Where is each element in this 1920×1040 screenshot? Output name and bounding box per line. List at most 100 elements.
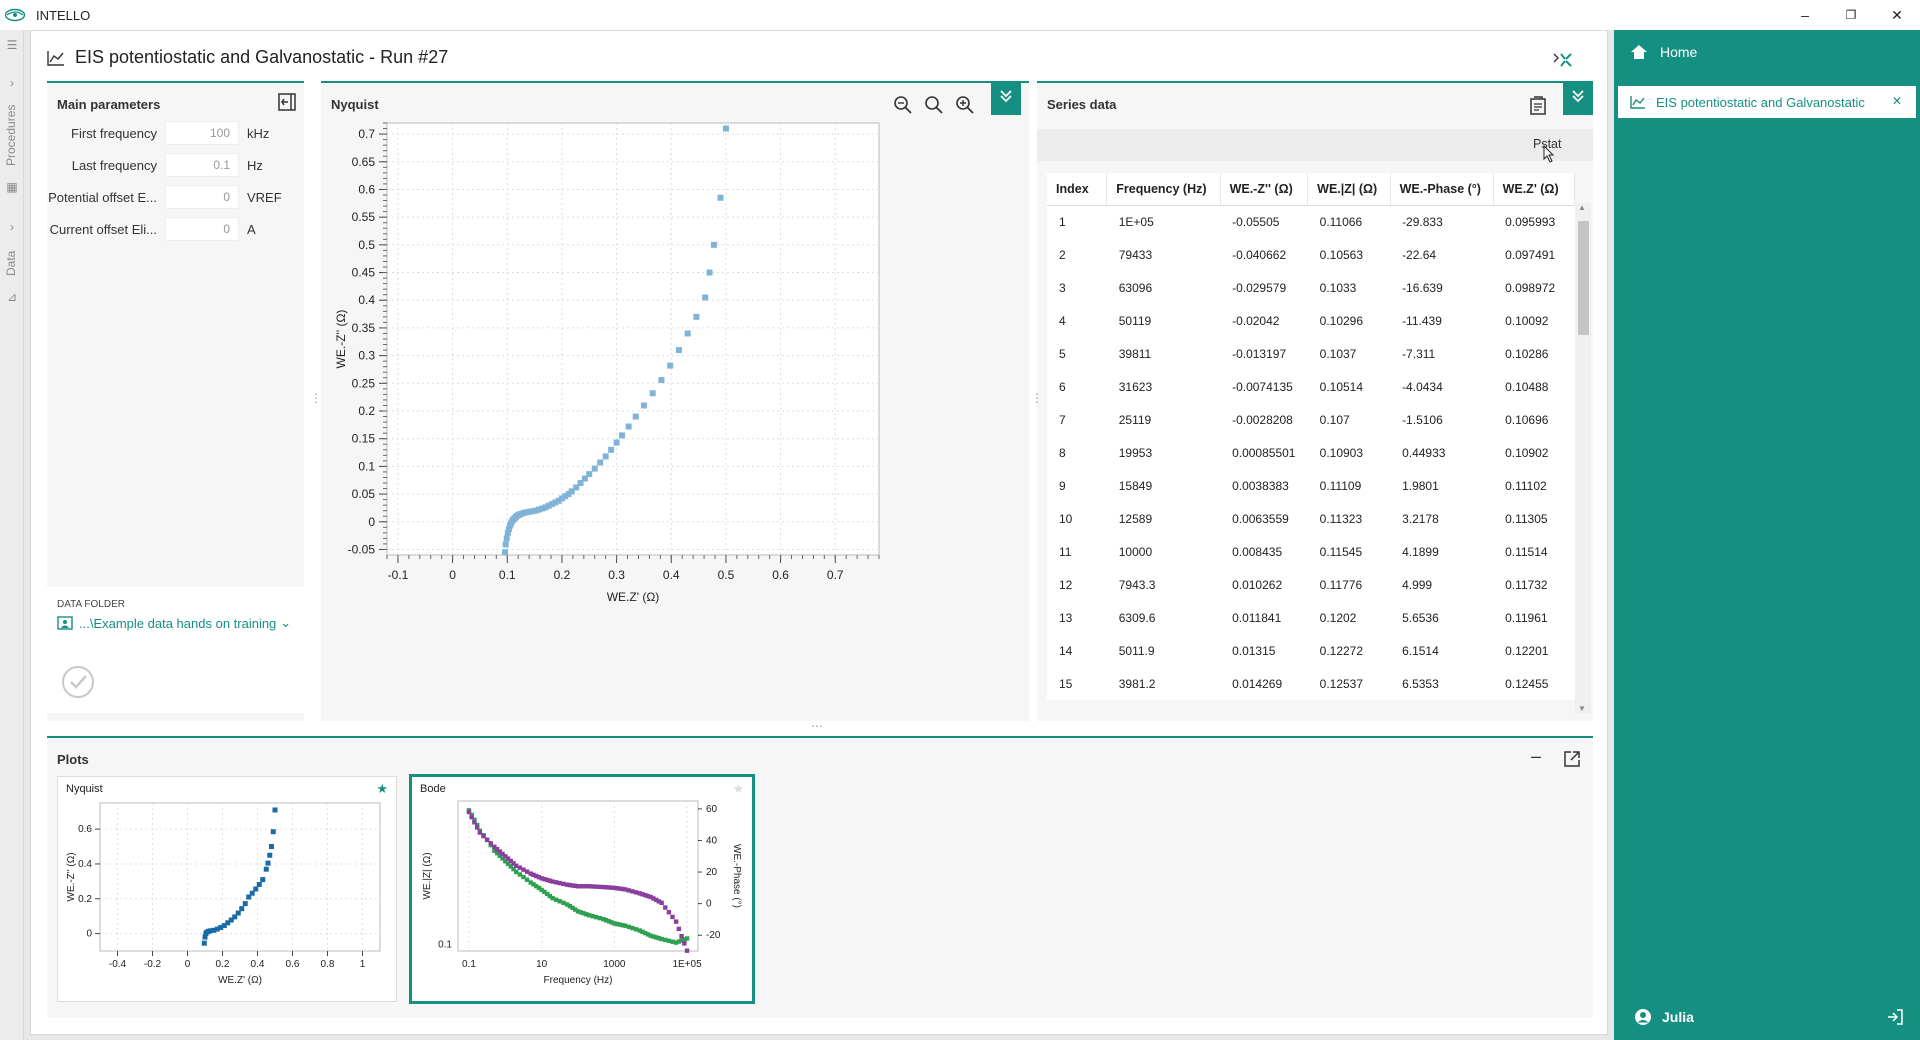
potential-offset-field[interactable]: 0 <box>165 185 239 209</box>
phase-point <box>643 892 648 898</box>
data-point <box>502 549 509 556</box>
table-row[interactable]: 9 15849 0.0038383 0.11109 1.9801 0.11102 <box>1047 469 1575 502</box>
user-profile[interactable]: Julia <box>1634 1008 1694 1026</box>
data-point <box>253 886 259 892</box>
table-cell: 0.1202 <box>1319 610 1357 625</box>
data-point <box>684 330 691 337</box>
table-row[interactable]: 10 12589 0.0063559 0.11323 3.2178 0.11305 <box>1047 502 1575 535</box>
param-row-first-frequency: First frequency 100 kHz <box>47 121 297 145</box>
table-row[interactable]: 5 39811 -0.013197 0.1037 -7.311 0.10286 <box>1047 337 1575 370</box>
hamburger-menu-icon[interactable]: ☰ <box>6 38 18 52</box>
data-folder-selector[interactable]: ...\Example data hands on training ⌄ <box>57 615 291 631</box>
close-window-button[interactable]: ✕ <box>1891 6 1903 23</box>
splitter-handle-icon[interactable]: ⋮ <box>1031 391 1043 405</box>
y-tick-label: 0.35 <box>352 321 376 335</box>
splitter-handle-icon[interactable]: ⋮ <box>310 391 322 405</box>
rail-data-label[interactable]: Data <box>4 250 18 276</box>
table-row[interactable]: 1 1E+05 -0.05505 0.11066 -29.833 0.095993 <box>1047 205 1575 238</box>
table-cell: 0.0038383 <box>1232 478 1289 493</box>
table-cell: -0.029579 <box>1232 280 1287 295</box>
series-filter-bar: Pstat <box>1037 129 1593 163</box>
data-point <box>269 844 274 850</box>
check-circle-icon[interactable] <box>61 665 95 699</box>
phase-point <box>630 889 635 894</box>
home-nav-item[interactable]: Home <box>1630 44 1697 60</box>
phase-point <box>514 863 519 868</box>
col-we-absz[interactable]: WE.|Z| (Ω) <box>1307 173 1391 206</box>
table-row[interactable]: 2 79433 -0.040662 0.10563 -22.64 0.097491 <box>1047 238 1575 271</box>
table-row[interactable]: 8 19953 0.00085501 0.10903 0.44933 0.10902 <box>1047 436 1575 469</box>
plots-title: Plots <box>57 752 89 767</box>
magnitude-point <box>539 887 544 893</box>
table-row[interactable]: 14 5011.9 0.01315 0.12272 6.1514 0.12201 <box>1047 634 1575 667</box>
phase-point <box>601 884 606 890</box>
bode-plot-card[interactable]: Bode ★ 0.1 10 1000 1E+05 0.1 60 40 20 0 -20 Freque… <box>409 774 755 1004</box>
splitter-handle-icon[interactable]: ⋯ <box>811 719 823 733</box>
table-cell: 5.6536 <box>1402 610 1439 625</box>
nyquist-menu-button[interactable] <box>991 81 1021 115</box>
table-row[interactable]: 12 7943.3 0.010262 0.11776 4.999 0.11732 <box>1047 568 1575 601</box>
scroll-down-icon[interactable]: ▼ <box>1578 704 1586 713</box>
table-cell: 14 <box>1059 643 1073 658</box>
col-index[interactable]: Index <box>1047 173 1108 206</box>
minimize-window-button[interactable]: – <box>1801 7 1809 23</box>
phase-point <box>586 884 592 889</box>
series-menu-button[interactable] <box>1563 81 1593 115</box>
scrollbar-thumb[interactable] <box>1578 221 1589 335</box>
scroll-up-icon[interactable]: ▲ <box>1578 203 1586 212</box>
table-row[interactable]: 7 25119 -0.0028208 0.107 -1.5106 0.10696 <box>1047 403 1575 436</box>
param-row-current-offset: Current offset Eli... 0 A <box>47 217 297 241</box>
chevron-right-icon[interactable]: › <box>10 76 14 90</box>
table-cell: 5 <box>1059 346 1066 361</box>
rail-procedures-label[interactable]: Procedures <box>4 104 18 166</box>
table-row[interactable]: 6 31623 -0.0074135 0.10514 -4.0434 0.10488 <box>1047 370 1575 403</box>
grid-icon[interactable]: ▦ <box>6 180 18 194</box>
y-tick-label: 0.25 <box>352 376 376 390</box>
first-frequency-field[interactable]: 100 <box>165 121 239 145</box>
table-cell: 0.1033 <box>1319 280 1357 295</box>
table-row[interactable]: 11 10000 0.008435 0.11545 4.1899 0.11514 <box>1047 535 1575 568</box>
minimize-plots-button[interactable]: – <box>1531 746 1542 766</box>
restore-window-button[interactable]: ❐ <box>1845 8 1857 22</box>
col-frequency[interactable]: Frequency (Hz) <box>1106 173 1221 206</box>
x-tick-label: 0.2 <box>554 568 571 582</box>
close-tab-button[interactable]: ✕ <box>1891 94 1902 108</box>
expand-icon[interactable] <box>1553 51 1573 69</box>
collapse-panel-icon[interactable] <box>278 93 296 111</box>
table-cell: 7943.3 <box>1118 577 1156 592</box>
star-icon[interactable]: ★ <box>732 781 744 796</box>
magnitude-point <box>648 933 653 938</box>
pstat-filter-label[interactable]: Pstat <box>1533 137 1562 151</box>
table-row[interactable]: 3 63096 -0.029579 0.1033 -16.639 0.098972 <box>1047 271 1575 304</box>
chevron-right-icon[interactable]: › <box>10 220 14 234</box>
nyquist-chart[interactable]: -0.1 0 0.1 0.2 0.3 0.4 0.5 0.6 0.7 0.7 0.65 0.6 0.55… <box>321 117 1029 717</box>
table-row[interactable]: 15 3981.2 0.014269 0.12537 6.5353 0.12455 <box>1047 667 1575 700</box>
table-row[interactable]: 4 50119 -0.02042 0.10296 -11.439 0.10092 <box>1047 304 1575 337</box>
col-we-phase[interactable]: WE.-Phase (°) <box>1390 173 1494 206</box>
export-document-icon[interactable] <box>1529 95 1547 115</box>
chart-icon[interactable]: ⊿ <box>6 290 18 304</box>
intello-logo-icon <box>4 8 26 22</box>
data-point <box>613 439 620 446</box>
zoom-out-icon[interactable] <box>893 95 913 115</box>
phase-point <box>536 874 542 880</box>
data-point <box>535 506 542 513</box>
col-we-z1[interactable]: WE.Z' (Ω) <box>1493 173 1576 206</box>
nyquist-plot-card[interactable]: Nyquist ★ -0.4 -0.2 0 0.2 0.4 0.6 0.8 1 0.6 0.4 0.… <box>57 776 397 1002</box>
star-icon[interactable]: ★ <box>376 781 388 796</box>
x-tick-label: 1000 <box>603 959 626 970</box>
data-point <box>667 362 674 369</box>
phase-point <box>645 893 651 899</box>
current-offset-field[interactable]: 0 <box>165 217 239 241</box>
table-row[interactable]: 13 6309.6 0.011841 0.1202 5.6536 0.11961 <box>1047 601 1575 634</box>
logout-icon[interactable] <box>1886 1008 1904 1026</box>
col-we-z2[interactable]: WE.-Z'' (Ω) <box>1220 173 1309 206</box>
open-procedure-tab[interactable]: EIS potentiostatic and Galvanostatic ✕ <box>1618 86 1916 118</box>
last-frequency-field[interactable]: 0.1 <box>165 153 239 177</box>
zoom-in-icon[interactable] <box>955 95 975 115</box>
open-external-icon[interactable] <box>1563 750 1581 768</box>
zoom-fit-icon[interactable] <box>924 95 944 115</box>
table-cell: 3.2178 <box>1402 511 1439 526</box>
table-cell: 13 <box>1059 610 1073 625</box>
table-scrollbar[interactable]: ▲ ▼ <box>1575 203 1591 713</box>
